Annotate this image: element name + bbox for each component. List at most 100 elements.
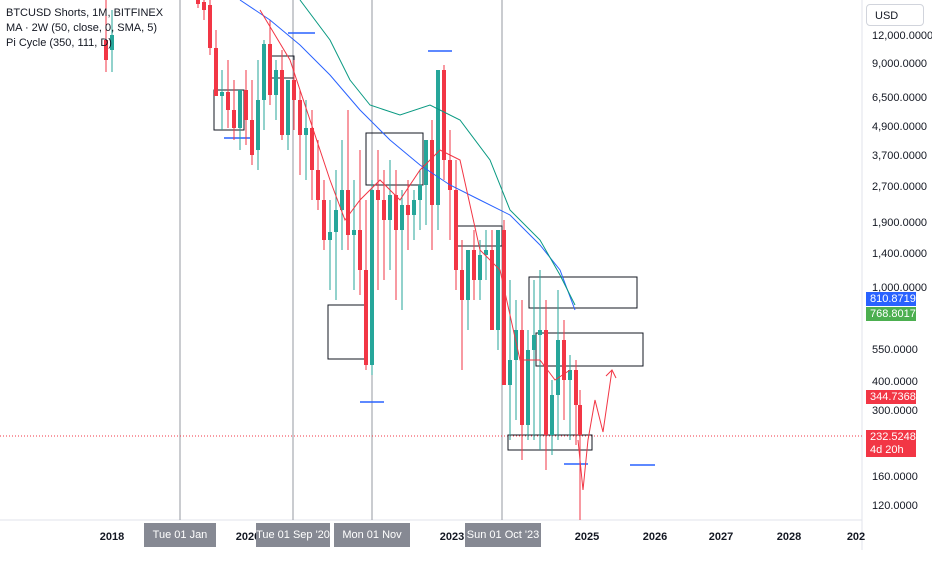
candle-body — [226, 92, 230, 110]
candle-body — [334, 210, 338, 232]
candle-body — [460, 270, 464, 300]
ma-green-line — [299, 0, 576, 306]
y-tick-label: 160.0000 — [872, 471, 918, 483]
candle-body — [202, 2, 206, 10]
candle-body — [538, 330, 542, 335]
y-tick-label: 300.0000 — [872, 405, 918, 417]
drawing-rectangle — [365, 132, 424, 186]
currency-button[interactable]: USD — [866, 4, 924, 26]
candle-body — [328, 232, 332, 240]
candle-body — [412, 200, 416, 215]
date-badge-2020: Tue 01 Sep '20 — [256, 523, 330, 547]
candle-body — [304, 128, 308, 135]
candle-body — [262, 44, 266, 100]
candle-body — [424, 140, 428, 185]
price-badge-red: 344.7368 — [866, 390, 916, 404]
candle-body — [562, 340, 566, 380]
candle-body — [376, 190, 380, 200]
projection-path — [577, 369, 613, 491]
projection-arrowhead — [605, 369, 617, 379]
x-tick-label: 2023 — [440, 531, 464, 543]
candle-body — [370, 190, 374, 365]
x-tick-label: 2020 — [236, 531, 260, 543]
candle-body — [454, 190, 458, 270]
legend-symbol[interactable]: BTCUSD Shorts, 1M, BITFINEX — [6, 7, 164, 19]
candle-body — [472, 250, 476, 280]
x-tick-label: 202 — [847, 531, 865, 543]
candle-body — [364, 270, 368, 365]
candle-body — [298, 100, 302, 135]
candle-body — [574, 370, 578, 405]
ma-red-line — [259, 9, 571, 381]
candle-body — [400, 205, 404, 230]
candle-body — [250, 120, 254, 155]
candle-body — [394, 195, 398, 230]
candle-body — [490, 250, 494, 330]
candle-body — [502, 230, 506, 385]
drawing-rectangle — [507, 434, 593, 451]
x-tick-label: 2018 — [100, 531, 124, 543]
last-price-badge: 232.5248 — [866, 430, 916, 444]
candle-body — [238, 90, 242, 128]
candle-body — [268, 44, 272, 95]
date-badge-2019: Tue 01 Jan '19 — [144, 523, 216, 565]
chart-legend: BTCUSD Shorts, 1M, BITFINEX MA · 2W (50,… — [6, 6, 163, 51]
candle-body — [352, 230, 356, 235]
candle-body — [346, 190, 350, 235]
legend-pi-cycle[interactable]: Pi Cycle (350, 111, D) — [6, 37, 112, 49]
candle-body — [418, 185, 422, 200]
price-badge-green: 768.8017 — [866, 307, 916, 321]
candle-body — [256, 100, 260, 150]
candle-body — [214, 48, 218, 96]
y-tick-label: 1,400.0000 — [872, 248, 927, 260]
date-badge-2023: Sun 01 Oct '23 — [465, 523, 541, 547]
candle-body — [232, 110, 236, 128]
candle-body — [406, 205, 410, 215]
drawing-rectangle — [455, 225, 503, 247]
candle-body — [292, 80, 296, 100]
x-tick-label: 2028 — [777, 531, 801, 543]
candle-body — [496, 230, 500, 330]
x-tick-label: 2025 — [575, 531, 599, 543]
candle-body — [436, 70, 440, 205]
drawing-rectangle — [535, 332, 644, 367]
candle-body — [322, 200, 326, 240]
candle-body — [544, 330, 548, 435]
y-tick-label: 12,000.0000 — [872, 30, 932, 42]
legend-ma[interactable]: MA · 2W (50, close, 0, SMA, 5) — [6, 22, 157, 34]
price-chart[interactable]: 12,000.0000 9,000.0000 6,500.0000 4,900.000… — [0, 0, 932, 550]
y-tick-label: 550.0000 — [872, 344, 918, 356]
y-tick-label: 400.0000 — [872, 376, 918, 388]
candle-body — [550, 395, 554, 435]
y-tick-label: 2,700.0000 — [872, 181, 927, 193]
x-tick-label: 2026 — [643, 531, 667, 543]
y-tick-label: 6,500.0000 — [872, 92, 927, 104]
candle-body — [508, 360, 512, 385]
candle-body — [484, 250, 488, 255]
x-tick-label: 2027 — [709, 531, 733, 543]
candle-body — [526, 350, 530, 425]
candle-body — [286, 80, 290, 135]
candle-body — [280, 70, 284, 135]
chart-area[interactable]: 12,000.0000 9,000.0000 6,500.0000 4,900.000… — [0, 0, 932, 550]
candle-body — [466, 250, 470, 300]
candle-body — [196, 0, 200, 4]
date-badge-2021: Mon 01 Nov '21 — [334, 523, 410, 565]
candle-body — [316, 170, 320, 200]
candle-body — [448, 160, 452, 190]
y-tick-label: 1,000.0000 — [872, 282, 927, 294]
candle-body — [208, 5, 212, 48]
candle-body — [382, 200, 386, 220]
drawing-rectangle — [528, 276, 638, 309]
candle-body — [568, 370, 572, 380]
candle-body — [442, 70, 446, 160]
candle-body — [340, 190, 344, 210]
candle-body — [532, 335, 536, 350]
candle-body — [388, 195, 392, 220]
countdown-badge: 4d 20h — [866, 443, 916, 457]
y-tick-label: 9,000.0000 — [872, 58, 927, 70]
candle-body — [274, 70, 278, 95]
candle-body — [110, 35, 114, 50]
y-tick-label: 4,900.0000 — [872, 121, 927, 133]
candle-body — [104, 40, 108, 60]
